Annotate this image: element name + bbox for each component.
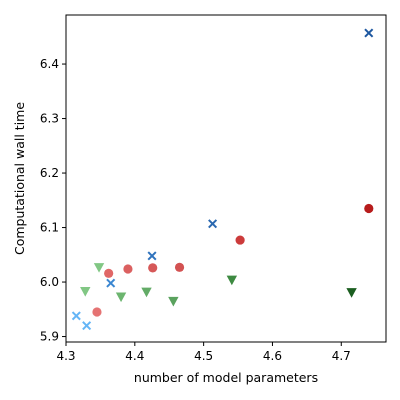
x-axis: 4.3 4.4 4.5 4.6 4.7 <box>56 342 351 363</box>
x-tick-label: 4.3 <box>56 349 75 363</box>
data-point-circle-marker <box>174 262 185 272</box>
data-point-triangle-marker <box>115 292 127 303</box>
x-tick-label: 4.6 <box>263 349 282 363</box>
x-tick-label: 4.7 <box>332 349 351 363</box>
y-tick-label: 6.4 <box>40 57 59 71</box>
y-tick-label: 6.1 <box>40 221 59 235</box>
data-point-circle-marker <box>92 307 102 317</box>
plot-frame <box>65 14 387 343</box>
y-axis-label: Computational wall time <box>12 102 27 255</box>
x-axis-label: number of model parameters <box>134 370 318 385</box>
y-tick-label: 6.2 <box>40 166 59 180</box>
data-point-triangle-marker <box>80 287 91 297</box>
data-point-x-marker <box>82 321 92 331</box>
data-point-x-marker <box>364 28 374 38</box>
data-point-circle-marker <box>104 268 114 278</box>
data-point-triangle-marker <box>141 287 152 298</box>
data-point-circle-marker <box>235 235 245 245</box>
data-point-triangle-marker <box>93 263 105 273</box>
data-point-circle-marker <box>123 264 133 274</box>
data-point-x-marker <box>71 311 81 321</box>
data-point-x-marker <box>106 278 116 288</box>
x-tick-label: 4.4 <box>125 349 144 363</box>
y-tick-label: 6.3 <box>40 112 59 126</box>
data-point-x-marker <box>208 219 218 229</box>
y-tick-label: 6.0 <box>40 275 59 289</box>
data-point-triangle-marker <box>226 275 238 286</box>
y-axis: 5.9 6.0 6.1 6.2 6.3 6.4 <box>40 57 66 344</box>
y-tick-label: 5.9 <box>40 330 59 344</box>
data-point-circle-marker <box>148 263 158 273</box>
data-point-triangle-marker <box>168 296 179 307</box>
data-markers <box>71 28 374 331</box>
data-point-x-marker <box>147 251 157 261</box>
plot-area <box>65 14 387 343</box>
x-tick-label: 4.5 <box>194 349 213 363</box>
data-point-circle-marker <box>364 203 374 214</box>
data-point-triangle-marker <box>346 288 357 298</box>
